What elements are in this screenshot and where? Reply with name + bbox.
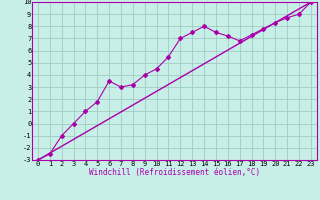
X-axis label: Windchill (Refroidissement éolien,°C): Windchill (Refroidissement éolien,°C)	[89, 168, 260, 177]
